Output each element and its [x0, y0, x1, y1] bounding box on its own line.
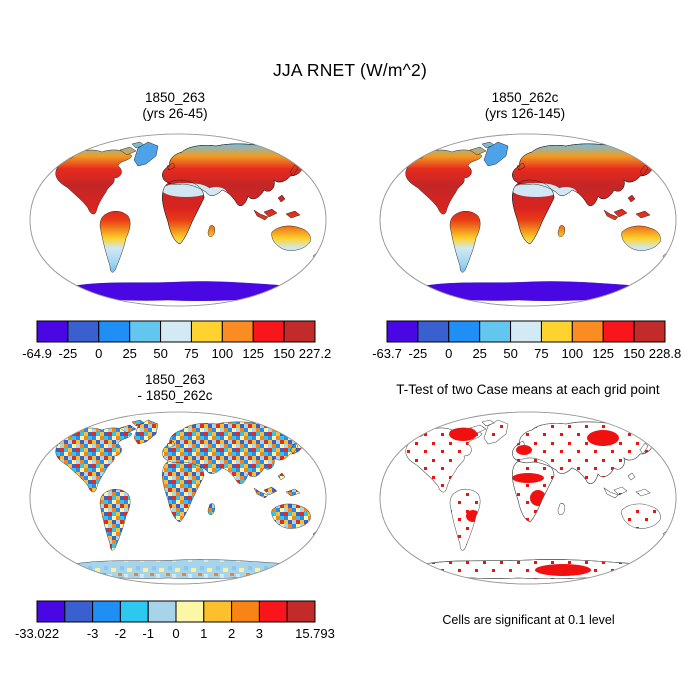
- colorbar-tick: -64.9: [22, 346, 52, 361]
- map-case1: [28, 126, 328, 314]
- colorbar-segment: [119, 600, 149, 623]
- colorbar-segment: [64, 600, 94, 623]
- colorbar-diff: -33.022 -3 -2 -1 0 1 2 3 15.793: [15, 600, 335, 645]
- map-diff: [28, 404, 328, 592]
- colorbar-segment: [231, 600, 260, 623]
- panel-case2-title: 1850_262c (yrs 126-145): [375, 90, 675, 122]
- colorbar-segment: [286, 600, 316, 623]
- colorbar-tick: -25: [409, 346, 428, 361]
- colorbar-segment: [67, 320, 100, 343]
- colorbar-segments: [36, 600, 316, 623]
- colorbar-segment: [571, 320, 604, 343]
- panel-case1-title-line1: 1850_263: [144, 90, 206, 105]
- world-map: [30, 412, 326, 584]
- colorbar-tick: 125: [592, 346, 614, 361]
- colorbar-segment: [98, 320, 131, 343]
- colorbar-ticks: -33.022 -3 -2 -1 0 1 2 3 15.793: [15, 626, 335, 641]
- panel-case1-title-line2: (yrs 26-45): [142, 106, 208, 121]
- colorbar-segment: [386, 320, 419, 343]
- colorbar-tick: 227.2: [299, 346, 332, 361]
- colorbar-segment: [129, 320, 162, 343]
- panel-diff-title-line2: - 1850_262c: [137, 388, 213, 403]
- colorbar-tick: -33.022: [15, 626, 59, 641]
- colorbar-tick: 150: [273, 346, 295, 361]
- colorbar-segment: [633, 320, 666, 343]
- world-map: [30, 134, 326, 306]
- colorbar-segment: [479, 320, 512, 343]
- colorbar-case1: -64.9 -25 0 25 50 75 100 125 150 227.2: [22, 320, 331, 365]
- colorbar-tick: 50: [503, 346, 517, 361]
- colorbar-segment: [602, 320, 635, 343]
- colorbar-tick: 228.8: [649, 346, 682, 361]
- colorbar-tick: -25: [59, 346, 78, 361]
- colorbar-segment: [160, 320, 192, 343]
- colorbar-tick: 125: [242, 346, 264, 361]
- colorbar-tick: 0: [172, 626, 179, 641]
- colorbar-tick: 1: [200, 626, 207, 641]
- colorbar-tick: 3: [256, 626, 263, 641]
- colorbar-segments: [36, 320, 316, 343]
- colorbar-tick: 100: [561, 346, 583, 361]
- colorbar-ticks: -64.9 -25 0 25 50 75 100 125 150 227.2: [22, 346, 331, 361]
- colorbar-segment: [190, 320, 223, 343]
- colorbar-segment: [221, 320, 254, 343]
- panel-ttest-title: T-Test of two Case means at each grid po…: [396, 382, 660, 397]
- panel-diff-title-line1: 1850_263: [144, 372, 206, 387]
- panel-case1-title: 1850_263 (yrs 26-45): [25, 90, 325, 122]
- colorbar-tick: 75: [184, 346, 198, 361]
- colorbar-segment: [258, 600, 288, 623]
- colorbar-tick: -3: [87, 626, 99, 641]
- colorbar-tick: 100: [211, 346, 233, 361]
- colorbar-tick: -2: [115, 626, 127, 641]
- colorbar-tick: 0: [95, 346, 102, 361]
- colorbar-segment: [203, 600, 233, 623]
- colorbar-tick: 2: [228, 626, 235, 641]
- figure-title: JJA RNET (W/m^2): [272, 60, 427, 80]
- colorbar-tick: -63.7: [372, 346, 402, 361]
- colorbar-tick: 0: [445, 346, 452, 361]
- map-ttest: [378, 404, 678, 592]
- colorbar-segment: [92, 600, 121, 623]
- colorbar-tick: -1: [142, 626, 154, 641]
- colorbar-segment: [283, 320, 316, 343]
- panel-case2-title-line1: 1850_262c: [491, 90, 559, 105]
- colorbar-segments: [386, 320, 666, 343]
- ttest-caption: Cells are significant at 0.1 level: [442, 613, 615, 627]
- colorbar-segment: [175, 600, 205, 623]
- colorbar-segment: [36, 600, 66, 623]
- world-map: [380, 412, 676, 584]
- world-map: [380, 134, 676, 306]
- colorbar-tick: 75: [534, 346, 548, 361]
- colorbar-segment: [417, 320, 450, 343]
- colorbar-case2: -63.7 -25 0 25 50 75 100 125 150 228.8: [372, 320, 681, 365]
- panel-diff-title: 1850_263 - 1850_262c: [25, 372, 325, 404]
- colorbar-segment: [540, 320, 573, 343]
- colorbar-segment: [36, 320, 69, 343]
- colorbar-segment: [448, 320, 481, 343]
- colorbar-tick: 15.793: [295, 626, 335, 641]
- colorbar-tick: 50: [153, 346, 167, 361]
- panel-case2-title-line2: (yrs 126-145): [484, 106, 566, 121]
- colorbar-tick: 25: [122, 346, 136, 361]
- colorbar-ticks: -63.7 -25 0 25 50 75 100 125 150 228.8: [372, 346, 681, 361]
- colorbar-tick: 25: [472, 346, 486, 361]
- map-case2: [378, 126, 678, 314]
- colorbar-segment: [252, 320, 285, 343]
- colorbar-segment: [147, 600, 177, 623]
- colorbar-tick: 150: [623, 346, 645, 361]
- colorbar-segment: [510, 320, 542, 343]
